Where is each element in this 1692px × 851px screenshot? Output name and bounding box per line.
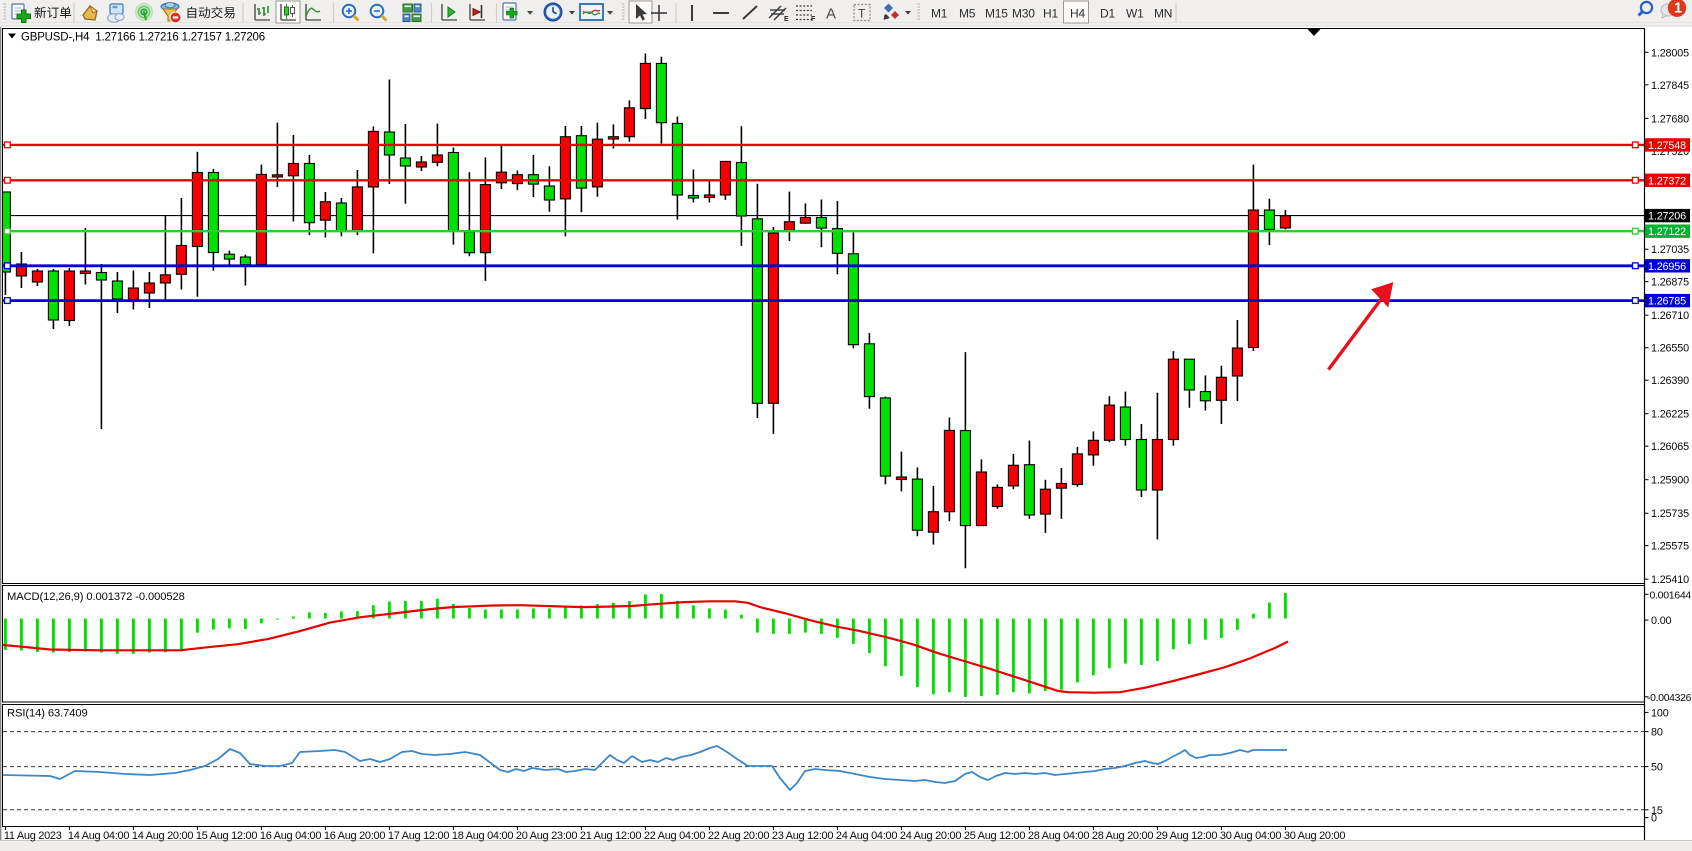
svg-text:20 Aug 23:00: 20 Aug 23:00 xyxy=(516,830,577,842)
svg-text:28 Aug 04:00: 28 Aug 04:00 xyxy=(1028,830,1089,842)
svg-text:23 Aug 12:00: 23 Aug 12:00 xyxy=(772,830,833,842)
svg-text:1.26225: 1.26225 xyxy=(1651,409,1689,421)
svg-text:1.27548: 1.27548 xyxy=(1648,140,1686,152)
svg-text:80: 80 xyxy=(1651,727,1663,739)
svg-text:M1: M1 xyxy=(931,7,948,21)
svg-text:1.27122: 1.27122 xyxy=(1648,226,1686,238)
svg-text:50: 50 xyxy=(1651,762,1663,774)
svg-text:30 Aug 20:00: 30 Aug 20:00 xyxy=(1284,830,1345,842)
svg-text:1.27372: 1.27372 xyxy=(1648,175,1686,187)
svg-text:1.26956: 1.26956 xyxy=(1648,261,1686,273)
svg-text:E: E xyxy=(784,16,789,23)
svg-text:RSI(14) 63.7409: RSI(14) 63.7409 xyxy=(7,708,88,720)
svg-text:T: T xyxy=(858,7,866,21)
svg-text:17 Aug 12:00: 17 Aug 12:00 xyxy=(388,830,449,842)
svg-text:100: 100 xyxy=(1651,707,1669,719)
svg-text:24 Aug 04:00: 24 Aug 04:00 xyxy=(836,830,897,842)
svg-text:25 Aug 12:00: 25 Aug 12:00 xyxy=(964,830,1025,842)
svg-text:0.001644: 0.001644 xyxy=(1650,589,1692,601)
svg-text:1.27680: 1.27680 xyxy=(1651,113,1689,125)
svg-text:22 Aug 04:00: 22 Aug 04:00 xyxy=(644,830,705,842)
svg-text:29 Aug 12:00: 29 Aug 12:00 xyxy=(1156,830,1217,842)
svg-text:1.26785: 1.26785 xyxy=(1648,296,1686,308)
svg-text:16 Aug 04:00: 16 Aug 04:00 xyxy=(260,830,321,842)
svg-text:15: 15 xyxy=(1651,805,1663,817)
svg-text:14 Aug 20:00: 14 Aug 20:00 xyxy=(132,830,193,842)
svg-text:1.25410: 1.25410 xyxy=(1651,574,1689,586)
svg-text:1: 1 xyxy=(1674,1,1682,17)
svg-text:F: F xyxy=(811,16,816,23)
svg-text:1.27035: 1.27035 xyxy=(1651,244,1689,256)
svg-text:22 Aug 20:00: 22 Aug 20:00 xyxy=(708,830,769,842)
svg-text:1.27845: 1.27845 xyxy=(1651,80,1689,92)
svg-text:D1: D1 xyxy=(1100,7,1115,21)
svg-text:16 Aug 20:00: 16 Aug 20:00 xyxy=(324,830,385,842)
svg-text:24 Aug 20:00: 24 Aug 20:00 xyxy=(900,830,961,842)
svg-text:GBPUSD-,H4 1.27166 1.27216 1.: GBPUSD-,H4 1.27166 1.27216 1.27157 1.272… xyxy=(21,32,265,44)
svg-text:0: 0 xyxy=(1651,813,1657,825)
svg-text:M30: M30 xyxy=(1012,7,1035,21)
svg-text:1.25735: 1.25735 xyxy=(1651,508,1689,520)
svg-text:1.27206: 1.27206 xyxy=(1648,211,1686,223)
svg-text:A: A xyxy=(826,6,836,23)
svg-text:MACD(12,26,9) 0.001372 -0.0005: MACD(12,26,9) 0.001372 -0.000528 xyxy=(7,591,185,603)
svg-text:1.26550: 1.26550 xyxy=(1651,343,1689,355)
svg-text:-0.004326: -0.004326 xyxy=(1647,693,1692,704)
svg-text:11 Aug 2023: 11 Aug 2023 xyxy=(4,830,62,842)
svg-text:28 Aug 20:00: 28 Aug 20:00 xyxy=(1092,830,1153,842)
svg-text:18 Aug 04:00: 18 Aug 04:00 xyxy=(452,830,513,842)
svg-text:W1: W1 xyxy=(1126,7,1144,21)
svg-text:21 Aug 12:00: 21 Aug 12:00 xyxy=(580,830,641,842)
svg-text:H1: H1 xyxy=(1043,7,1058,21)
svg-text:1.25900: 1.25900 xyxy=(1651,475,1689,487)
svg-text:M5: M5 xyxy=(959,7,976,21)
svg-text:1.26875: 1.26875 xyxy=(1651,277,1689,289)
svg-text:0.00: 0.00 xyxy=(1651,615,1672,627)
svg-text:30 Aug 04:00: 30 Aug 04:00 xyxy=(1220,830,1281,842)
svg-text:1.26710: 1.26710 xyxy=(1651,310,1689,322)
svg-text:15 Aug 12:00: 15 Aug 12:00 xyxy=(196,830,257,842)
svg-text:M15: M15 xyxy=(985,7,1008,21)
svg-text:1.26390: 1.26390 xyxy=(1651,375,1689,387)
svg-text:14 Aug 04:00: 14 Aug 04:00 xyxy=(68,830,129,842)
svg-text:1.25575: 1.25575 xyxy=(1651,541,1689,553)
svg-text:H4: H4 xyxy=(1070,7,1085,21)
svg-text:1.28005: 1.28005 xyxy=(1651,47,1689,59)
svg-text:1.26065: 1.26065 xyxy=(1651,441,1689,453)
svg-text:MN: MN xyxy=(1154,7,1172,21)
